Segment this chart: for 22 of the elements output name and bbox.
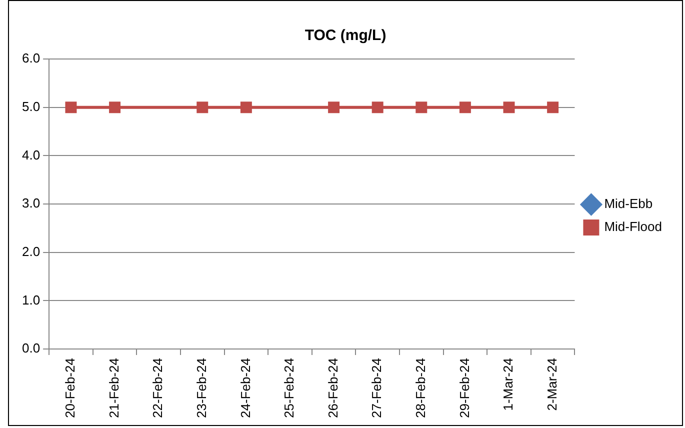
x-tick-label: 21-Feb-24: [106, 358, 122, 418]
y-tick-label: 5.0: [22, 98, 40, 114]
x-tick-label: 20-Feb-24: [62, 358, 78, 418]
y-tick-label: 0.0: [22, 340, 40, 356]
x-tick-label: 1-Mar-24: [500, 358, 516, 411]
x-tick-label: 24-Feb-24: [238, 358, 253, 418]
legend-label: Mid-Ebb: [604, 196, 653, 212]
x-tick-label: 25-Feb-24: [282, 358, 297, 418]
x-tick-label: 2-Mar-24: [544, 358, 560, 411]
x-tick-label: 29-Feb-24: [456, 358, 472, 418]
y-tick-label: 1.0: [22, 292, 40, 308]
x-tick-label: 23-Feb-24: [194, 358, 209, 418]
x-tick-label: 22-Feb-24: [150, 358, 166, 418]
legend-label: Mid-Flood: [604, 219, 662, 234]
y-tick-label: 2.0: [22, 244, 40, 259]
x-tick-label: 26-Feb-24: [325, 358, 340, 418]
y-tick-label: 6.0: [22, 50, 40, 66]
x-tick-label: 28-Feb-24: [412, 358, 428, 418]
y-tick-label: 3.0: [22, 196, 40, 211]
chart-title: TOC (mg/L): [304, 27, 386, 44]
x-tick-label: 27-Feb-24: [369, 358, 384, 418]
y-tick-label: 4.0: [22, 147, 40, 162]
